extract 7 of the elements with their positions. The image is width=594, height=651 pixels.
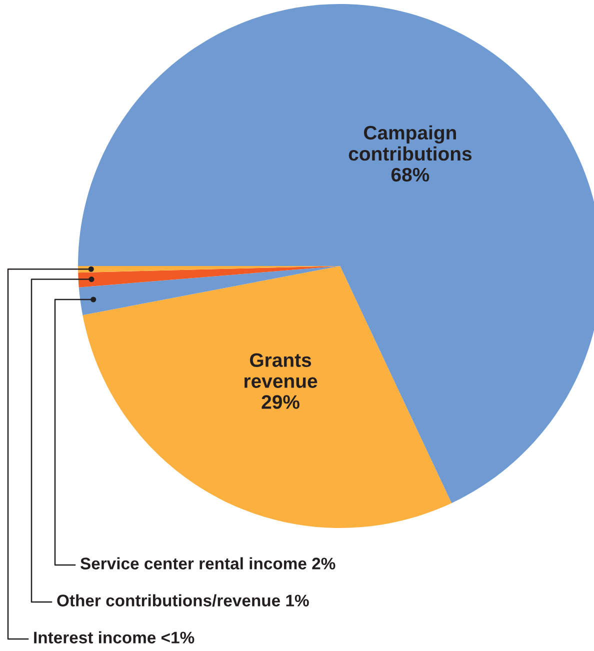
data-label: 68% — [391, 168, 430, 182]
slice-label: Campaign contributions — [348, 125, 472, 161]
slice-label: Interest income <1% — [34, 631, 194, 644]
slice-label: Service center rental income 2% — [80, 557, 336, 570]
slice-label: Grants revenue — [244, 353, 318, 388]
data-label: 29% — [262, 395, 300, 409]
slice-label: Other contributions/revenue 1% — [57, 594, 309, 607]
